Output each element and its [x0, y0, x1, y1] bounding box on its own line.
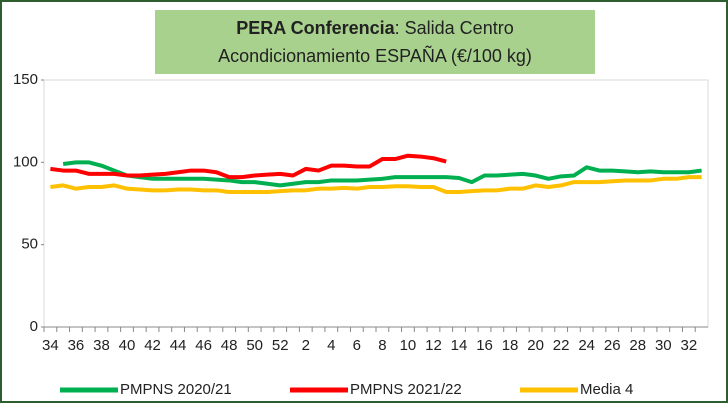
series-line — [50, 175, 702, 194]
legend-label: PMPNS 2020/21 — [120, 381, 232, 398]
x-tick-label: 8 — [378, 337, 386, 354]
y-tick-label: 0 — [30, 318, 38, 335]
x-tick-label: 34 — [42, 337, 59, 354]
plot-area — [43, 79, 709, 328]
x-tick-label: 32 — [681, 337, 698, 354]
x-tick-label: 28 — [629, 337, 646, 354]
x-tick-label: 48 — [221, 337, 238, 354]
x-tick-label: 16 — [476, 337, 493, 354]
x-tick-label: 10 — [400, 337, 417, 354]
x-tick-label: 44 — [170, 337, 187, 354]
x-tick-label: 12 — [425, 337, 442, 354]
x-tick-label: 26 — [604, 337, 621, 354]
x-tick-label: 4 — [327, 337, 335, 354]
title-box — [155, 10, 595, 74]
x-tick-label: 52 — [272, 337, 289, 354]
x-tick-label: 50 — [246, 337, 263, 354]
x-tick-label: 14 — [451, 337, 468, 354]
x-tick-label: 38 — [93, 337, 110, 354]
x-tick-label: 46 — [195, 337, 212, 354]
x-tick-label: 42 — [144, 337, 161, 354]
legend-label: PMPNS 2021/22 — [350, 381, 462, 398]
x-tick-label: 40 — [119, 337, 136, 354]
x-tick-label: 2 — [302, 337, 310, 354]
x-tick-label: 24 — [578, 337, 595, 354]
legend-label: Media 4 — [580, 381, 633, 398]
x-tick-label: 20 — [527, 337, 544, 354]
y-tick-label: 50 — [21, 236, 38, 253]
x-tick-label: 22 — [553, 337, 570, 354]
title-rest: : Salida Centro — [395, 18, 514, 38]
y-tick-label: 100 — [13, 153, 38, 170]
title-bold: PERA Conferencia — [236, 18, 395, 38]
x-tick-label: 30 — [655, 337, 672, 354]
y-tick-label: 150 — [13, 71, 38, 88]
x-tick-label: 18 — [502, 337, 519, 354]
x-tick-label: 6 — [353, 337, 361, 354]
chart-title: PERA Conferencia: Salida Centro — [236, 18, 513, 38]
x-tick-label: 36 — [68, 337, 85, 354]
chart-subtitle: Acondicionamiento ESPAÑA (€/100 kg) — [218, 45, 532, 66]
series-line — [50, 153, 447, 180]
series-line — [62, 160, 702, 188]
